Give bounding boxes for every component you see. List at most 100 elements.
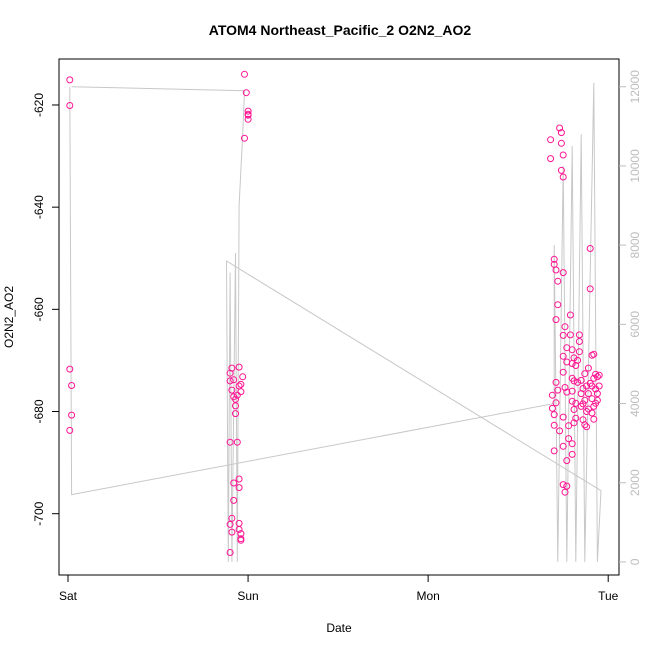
data-point <box>239 373 247 381</box>
data-point <box>570 377 578 385</box>
data-point <box>232 410 239 418</box>
y-tick-label: -640 <box>32 195 46 219</box>
data-point <box>559 331 567 339</box>
data-point <box>547 155 555 163</box>
data-point <box>233 438 241 446</box>
data-point <box>559 481 567 489</box>
y-tick-label: -680 <box>32 399 46 423</box>
data-point <box>570 419 578 427</box>
x-tick-label: Sat <box>59 589 78 603</box>
plot-area-frame <box>58 58 620 576</box>
data-point <box>226 377 234 385</box>
data-point <box>559 413 567 421</box>
data-point <box>584 405 592 413</box>
data-point <box>559 368 567 376</box>
data-point <box>556 124 564 132</box>
data-point <box>226 520 234 528</box>
data-point <box>577 376 585 384</box>
data-point <box>228 386 236 394</box>
data-point <box>547 136 555 144</box>
x-axis: Sat Sun Mon Tue <box>59 575 619 603</box>
y-axis-label: O2N2_AO2 <box>2 286 16 348</box>
data-point <box>565 435 573 443</box>
data-point <box>554 277 562 285</box>
data-point <box>581 370 589 378</box>
x-tick-label: Tue <box>598 589 619 603</box>
data-point <box>557 139 565 147</box>
data-point <box>235 526 243 533</box>
y2-tick-label: 10000 <box>628 149 642 183</box>
line-series <box>69 82 602 562</box>
x-tick-label: Mon <box>416 589 439 603</box>
data-point <box>593 390 601 398</box>
data-point <box>550 421 558 429</box>
data-point <box>548 391 556 399</box>
data-point <box>590 374 598 382</box>
chart-title: ATOM4 Northeast_Pacific_2 O2N2_AO2 <box>209 22 472 38</box>
data-point <box>572 414 580 422</box>
data-point <box>588 409 596 417</box>
data-point <box>568 387 576 395</box>
data-point <box>563 482 571 490</box>
data-point <box>237 536 245 544</box>
y-tick-label: -620 <box>32 93 46 117</box>
x-axis-label: Date <box>326 621 352 635</box>
data-point <box>68 382 76 389</box>
data-point <box>228 514 236 522</box>
data-point <box>230 376 238 384</box>
data-point <box>561 488 569 496</box>
data-point <box>554 386 562 394</box>
data-point <box>550 411 558 419</box>
data-point <box>593 396 601 404</box>
data-point <box>559 269 567 277</box>
data-point <box>66 76 74 84</box>
data-point <box>584 390 592 398</box>
data-point <box>595 382 603 390</box>
data-point <box>575 348 583 356</box>
data-point <box>559 173 567 181</box>
data-point <box>561 323 569 331</box>
data-point <box>232 402 239 410</box>
data-point <box>559 151 567 159</box>
data-point <box>557 166 565 174</box>
data-point <box>570 406 578 413</box>
data-point <box>242 89 250 97</box>
y2-tick-label: 12000 <box>628 70 642 104</box>
data-point <box>575 331 583 339</box>
data-point <box>590 350 598 358</box>
data-point <box>586 379 594 387</box>
data-point <box>235 484 243 492</box>
y2-tick-label: 4000 <box>628 390 642 417</box>
data-point <box>235 382 243 390</box>
data-point <box>554 301 562 309</box>
data-point <box>230 479 238 487</box>
data-point <box>68 411 76 419</box>
data-point <box>548 404 556 412</box>
data-point <box>575 338 583 345</box>
data-point <box>552 378 560 386</box>
data-point <box>586 285 594 293</box>
data-point <box>572 399 580 407</box>
y2-tick-label: 8000 <box>628 231 642 258</box>
data-point <box>574 378 582 386</box>
data-point <box>237 380 245 388</box>
data-point <box>557 129 565 137</box>
data-point <box>244 115 252 123</box>
data-point <box>228 364 236 372</box>
data-point <box>593 373 601 381</box>
data-point <box>233 391 241 399</box>
left-axis: -620 -640 -660 -680 -700 <box>32 93 60 526</box>
y-tick-label: -660 <box>32 297 46 321</box>
data-point <box>565 422 573 430</box>
data-point <box>566 311 574 319</box>
data-point <box>235 363 243 371</box>
data-point <box>232 395 239 403</box>
data-point <box>237 388 245 396</box>
data-point <box>235 475 243 483</box>
data-point <box>579 400 587 408</box>
data-point <box>559 442 567 450</box>
data-point <box>563 457 571 465</box>
data-point <box>244 110 252 118</box>
data-point <box>581 396 589 404</box>
